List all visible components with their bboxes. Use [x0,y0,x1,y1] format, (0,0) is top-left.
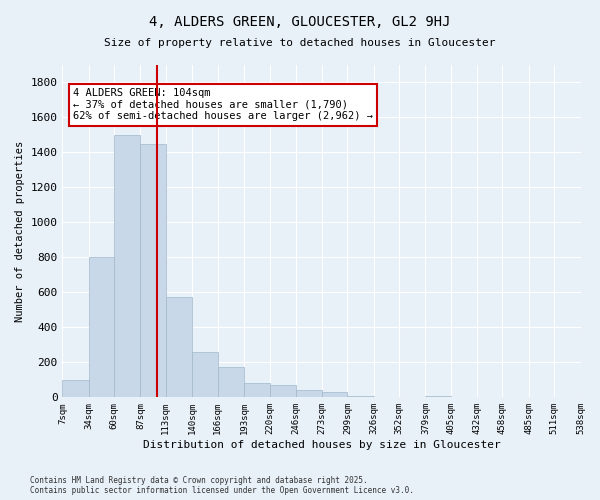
Bar [270,385,296,398]
Text: 4, ALDERS GREEN, GLOUCESTER, GL2 9HJ: 4, ALDERS GREEN, GLOUCESTER, GL2 9HJ [149,15,451,29]
Bar [192,352,218,398]
Bar [89,258,114,398]
Bar [114,135,140,398]
Bar [218,366,244,398]
Bar [322,392,347,398]
Bar [296,390,322,398]
Y-axis label: Number of detached properties: Number of detached properties [15,140,25,322]
Bar [140,144,166,398]
Bar [347,396,374,398]
X-axis label: Distribution of detached houses by size in Gloucester: Distribution of detached houses by size … [143,440,500,450]
Bar [244,384,270,398]
Text: 4 ALDERS GREEN: 104sqm
← 37% of detached houses are smaller (1,790)
62% of semi-: 4 ALDERS GREEN: 104sqm ← 37% of detached… [73,88,373,122]
Bar [166,297,192,398]
Bar [425,396,451,398]
Text: Size of property relative to detached houses in Gloucester: Size of property relative to detached ho… [104,38,496,48]
Bar [62,380,89,398]
Text: Contains HM Land Registry data © Crown copyright and database right 2025.
Contai: Contains HM Land Registry data © Crown c… [30,476,414,495]
